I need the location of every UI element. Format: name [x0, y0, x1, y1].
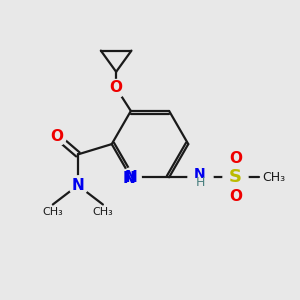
Text: S: S	[229, 168, 242, 186]
Text: H: H	[195, 176, 205, 189]
Text: O: O	[110, 80, 123, 95]
Text: CH₃: CH₃	[262, 171, 285, 184]
Text: CH₃: CH₃	[92, 207, 113, 217]
Text: O: O	[229, 151, 242, 166]
Text: N: N	[123, 171, 136, 186]
Text: N: N	[71, 178, 84, 193]
Text: CH₃: CH₃	[43, 207, 63, 217]
Text: O: O	[50, 129, 63, 144]
Text: N: N	[124, 170, 137, 185]
Text: N: N	[194, 167, 206, 181]
Text: O: O	[229, 189, 242, 204]
